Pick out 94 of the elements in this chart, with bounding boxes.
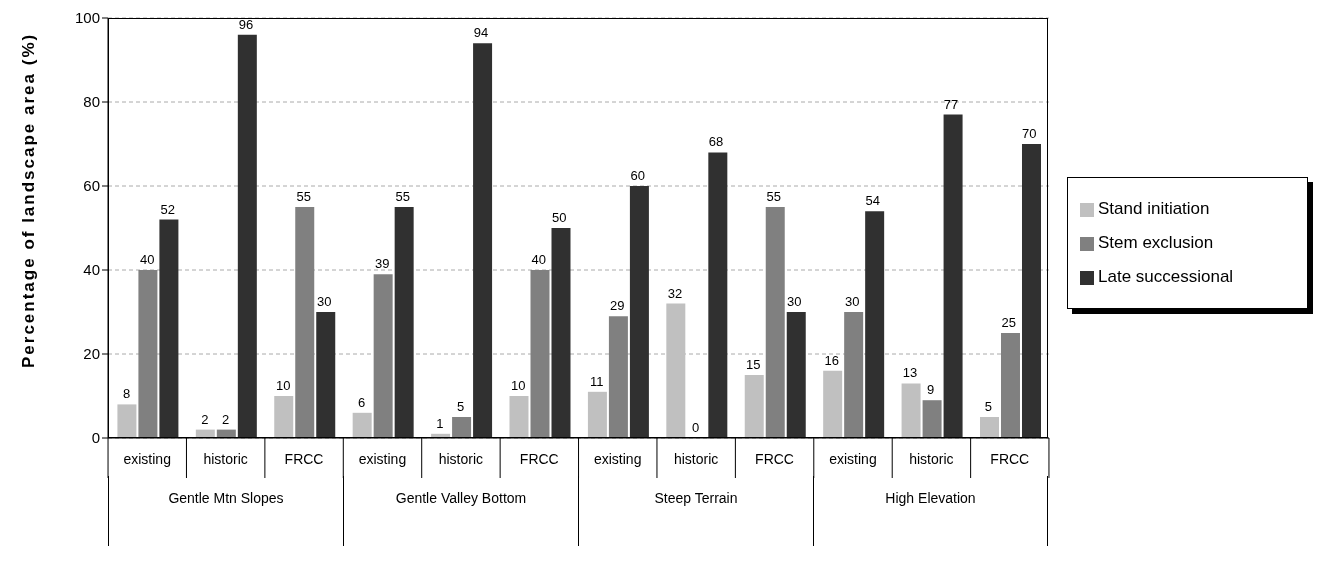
text: High Elevation: [813, 476, 1048, 546]
bar: [138, 270, 158, 438]
data-label: 0: [691, 420, 700, 435]
bar: [744, 375, 764, 438]
data-label: 16: [824, 352, 839, 368]
x-tick-label: existing: [358, 451, 407, 467]
text: Gentle Valley Bottom: [343, 476, 578, 546]
data-label: 77: [943, 96, 959, 112]
data-label: 60: [630, 168, 645, 183]
bar: [117, 404, 137, 438]
bar: [629, 186, 649, 438]
data-label: 39: [374, 256, 390, 272]
bar: [373, 274, 393, 438]
bar: [666, 303, 686, 438]
data-label: 40: [139, 252, 155, 267]
bar: [316, 312, 336, 438]
data-label: 40: [531, 252, 547, 267]
data-label: 11: [589, 373, 604, 389]
data-label: 15: [746, 357, 761, 372]
data-label: 52: [160, 201, 175, 217]
bar: [823, 370, 843, 438]
data-label: 50: [552, 210, 567, 225]
data-label: 2: [221, 411, 230, 427]
data-label: 55: [395, 189, 410, 204]
bar: [865, 211, 885, 438]
data-label: 55: [296, 189, 312, 204]
y-tick-label: 80: [83, 93, 100, 111]
bar: [979, 417, 999, 438]
data-label: 13: [902, 365, 918, 381]
data-label: 2: [201, 411, 209, 427]
y-tick-label: 20: [83, 345, 100, 363]
data-label: 25: [1001, 315, 1017, 330]
x-tick-label: FRCC: [284, 451, 324, 467]
x-tick-label: existing: [593, 451, 642, 467]
data-label: 10: [511, 378, 526, 393]
bar: [551, 228, 571, 438]
data-label: 5: [456, 399, 465, 414]
y-axis-title: Percentage of landscape area (%): [19, 32, 39, 368]
data-label: 96: [238, 16, 254, 32]
data-label: 94: [473, 25, 489, 41]
data-label: 9: [926, 382, 935, 398]
data-label: 54: [865, 193, 880, 209]
x-tick-label: historic: [438, 451, 484, 467]
bar: [608, 316, 628, 438]
bar: [901, 383, 921, 438]
x-tick-label: historic: [909, 451, 954, 467]
x-tick-label: FRCC: [755, 451, 794, 467]
x-tick-label: FRCC: [990, 451, 1030, 467]
x-tick-label: existing: [123, 451, 171, 467]
data-label: 32: [667, 285, 683, 301]
bar: [509, 396, 529, 438]
bar: [943, 114, 963, 438]
bar: [473, 43, 493, 438]
data-label: 5: [984, 399, 992, 414]
x-tick-label: historic: [673, 451, 719, 467]
bar: [352, 412, 372, 438]
data-label: 10: [276, 378, 291, 393]
x-tick-label: existing: [829, 451, 877, 467]
bar: [530, 270, 550, 438]
y-tick-label: 0: [91, 429, 100, 447]
legend-label: Stem exclusion: [1098, 233, 1214, 252]
bar: [452, 417, 472, 438]
data-label: 68: [708, 134, 724, 150]
text: Steep Terrain: [578, 476, 813, 546]
data-label: 29: [609, 298, 625, 314]
data-label: 30: [787, 294, 802, 309]
data-label: 1: [436, 415, 444, 431]
bar: [708, 152, 728, 438]
x-tick-label: FRCC: [519, 451, 559, 467]
bar: [922, 400, 942, 438]
bar: [159, 219, 179, 438]
bar: [237, 34, 257, 438]
bar: [1021, 144, 1041, 438]
data-label: 70: [1022, 126, 1037, 141]
legend-label: Stand initiation: [1098, 199, 1210, 218]
data-label: 6: [358, 394, 366, 410]
x-tick-label: historic: [203, 451, 248, 467]
legend-label: Late successional: [1098, 267, 1234, 286]
y-tick-label: 60: [83, 177, 100, 195]
data-label: 55: [766, 189, 782, 204]
data-label: 8: [123, 386, 131, 402]
data-label: 30: [317, 294, 332, 309]
bar: [587, 391, 607, 438]
bar: [786, 312, 806, 438]
bar: [295, 207, 315, 438]
bar: [765, 207, 785, 438]
y-tick-label: 100: [74, 9, 100, 27]
y-tick-label: 40: [83, 261, 100, 279]
bar: [1000, 333, 1020, 438]
text: Gentle Mtn Slopes: [108, 476, 343, 546]
bar: [274, 396, 294, 438]
bar: [844, 312, 864, 438]
data-label: 30: [844, 294, 860, 309]
bar: [394, 207, 414, 438]
